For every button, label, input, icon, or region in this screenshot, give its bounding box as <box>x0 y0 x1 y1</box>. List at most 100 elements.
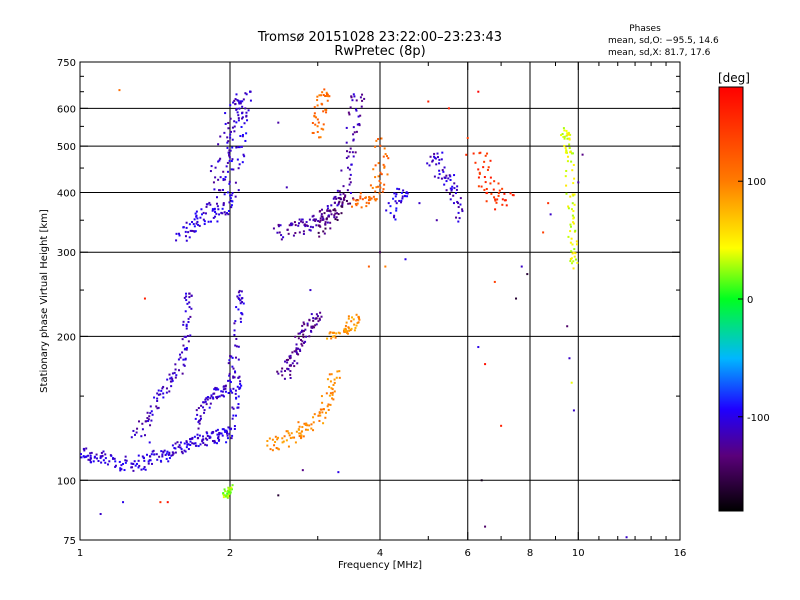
data-point <box>187 317 190 320</box>
data-point <box>318 411 321 414</box>
data-point <box>449 178 452 181</box>
data-point <box>431 159 434 162</box>
data-point <box>319 219 322 222</box>
data-point <box>569 133 572 136</box>
data-point <box>189 334 192 337</box>
data-point <box>344 194 347 197</box>
data-point <box>365 205 368 208</box>
data-point <box>276 438 279 441</box>
data-point <box>217 143 220 146</box>
y-tick-label: 300 <box>57 248 76 259</box>
data-point <box>166 378 169 381</box>
data-point <box>356 202 359 205</box>
data-point <box>355 99 358 102</box>
data-point <box>238 294 241 297</box>
data-point <box>157 389 160 392</box>
data-point <box>286 228 289 231</box>
data-point <box>327 408 330 411</box>
data-point <box>574 229 577 232</box>
data-point <box>404 195 407 198</box>
data-point <box>184 230 187 233</box>
data-point <box>571 193 574 196</box>
data-point <box>237 403 240 406</box>
data-point <box>109 454 112 457</box>
data-point <box>241 105 244 108</box>
data-point <box>428 164 431 167</box>
data-point <box>95 457 98 460</box>
data-point <box>295 430 298 433</box>
data-point <box>219 135 222 138</box>
data-point <box>317 414 320 417</box>
data-point <box>205 444 208 447</box>
data-point <box>325 91 328 94</box>
data-point <box>337 203 340 206</box>
data-points <box>80 88 628 539</box>
data-point <box>322 123 325 126</box>
data-point <box>205 205 208 208</box>
data-point <box>185 226 188 229</box>
colorbar-tick-label: 100 <box>747 177 766 188</box>
data-point <box>461 208 464 211</box>
data-point <box>182 363 185 366</box>
data-point <box>322 422 325 425</box>
data-point <box>441 169 444 172</box>
data-point <box>241 135 244 138</box>
data-point <box>171 379 174 382</box>
data-point <box>477 185 480 188</box>
data-point <box>356 123 359 126</box>
data-point <box>213 388 216 391</box>
data-point <box>318 94 321 97</box>
phase-stats-o: mean, sd,O: −95.5, 14.6 <box>608 36 719 46</box>
data-point <box>302 333 305 336</box>
data-point <box>319 408 322 411</box>
data-point <box>240 125 243 128</box>
data-point <box>324 221 327 224</box>
data-point <box>317 320 320 323</box>
data-point <box>162 396 165 399</box>
data-point <box>352 133 355 136</box>
data-point <box>338 200 341 203</box>
data-point <box>218 159 221 162</box>
data-point <box>196 413 199 416</box>
data-point <box>242 98 245 101</box>
data-point <box>327 214 330 217</box>
data-point <box>495 201 498 204</box>
data-point <box>236 295 239 298</box>
data-point <box>178 353 181 356</box>
data-point <box>571 202 574 205</box>
data-point <box>311 325 314 328</box>
data-point <box>236 99 239 102</box>
data-point <box>198 422 201 425</box>
data-point <box>329 331 332 334</box>
data-point <box>178 444 181 447</box>
data-point <box>571 169 574 172</box>
data-point <box>565 192 568 195</box>
data-point <box>317 231 320 234</box>
data-point <box>221 188 224 191</box>
data-point <box>436 152 439 155</box>
data-point <box>342 192 345 195</box>
data-point <box>234 356 237 359</box>
data-point <box>474 161 477 164</box>
data-point <box>326 378 329 381</box>
data-point <box>102 459 105 462</box>
data-point <box>192 442 195 445</box>
data-point <box>324 227 327 230</box>
data-point <box>134 433 137 436</box>
data-point <box>212 397 215 400</box>
data-point <box>456 200 459 203</box>
data-point <box>577 181 580 184</box>
data-point <box>229 381 232 384</box>
data-point <box>194 417 197 420</box>
data-point <box>186 302 189 305</box>
data-point <box>300 436 303 439</box>
data-point <box>181 372 184 375</box>
data-point <box>573 203 576 206</box>
data-point <box>320 127 323 130</box>
data-point <box>358 318 361 321</box>
data-point <box>333 390 336 393</box>
data-point <box>193 435 196 438</box>
data-point <box>228 182 231 185</box>
data-point <box>380 137 383 140</box>
colorbar: [deg] 100 0 -100 <box>718 71 770 512</box>
